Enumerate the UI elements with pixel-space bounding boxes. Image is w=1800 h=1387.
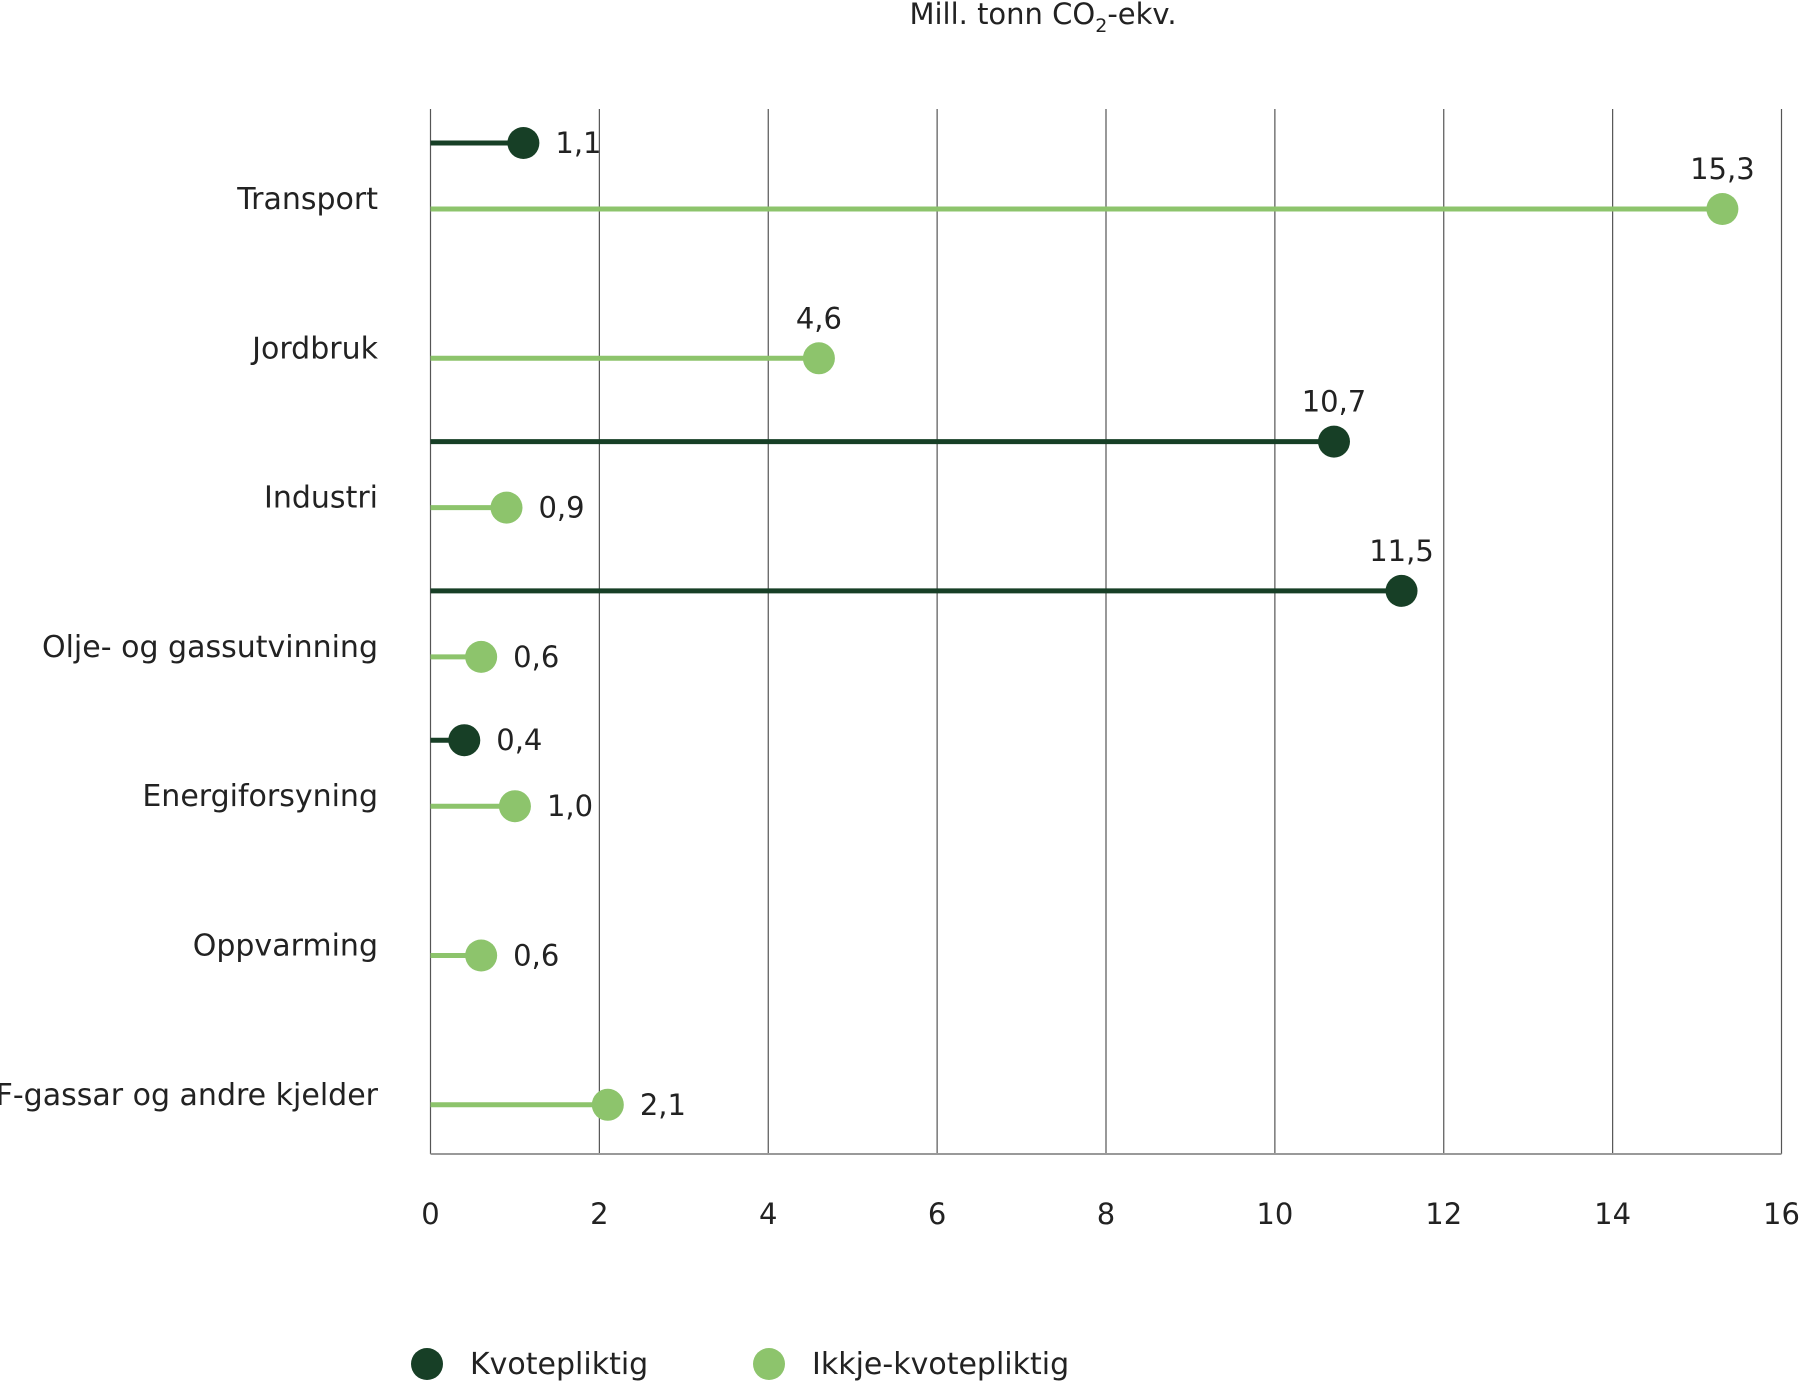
x-tick-labels: 0 2 4 6 8 10 12 14 16: [421, 1197, 1800, 1231]
data-label: 15,3: [1690, 152, 1755, 186]
x-tick-label: 14: [1594, 1197, 1631, 1231]
legend-label: Ikkje-kvotepliktig: [812, 1347, 1069, 1382]
lollipop-dot: [507, 127, 540, 159]
legend: Kvotepliktig Ikkje-kvotepliktig: [411, 1347, 1069, 1382]
legend-label: Kvotepliktig: [470, 1347, 648, 1382]
lollipop-dot: [1706, 193, 1739, 225]
title-pre: Mill. tonn CO: [909, 0, 1095, 31]
lollipop-dot: [465, 640, 498, 673]
lollipop-dot: [1385, 574, 1418, 607]
lollipop-dot: [448, 724, 481, 757]
category-label: Oppvarming: [193, 929, 378, 964]
category-label: F-gassar og andre kjelder: [0, 1078, 379, 1113]
x-tick-label: 16: [1763, 1197, 1800, 1231]
data-label: 10,7: [1302, 385, 1367, 419]
data-label: 0,6: [513, 939, 559, 973]
lollipop-dot: [498, 790, 531, 823]
lollipop-dot: [1317, 425, 1350, 458]
data-label: 11,5: [1369, 534, 1434, 568]
data-label: 4,6: [796, 301, 842, 335]
legend-swatch: [753, 1348, 785, 1380]
data-label: 0,9: [538, 491, 584, 525]
data-label: 2,1: [640, 1088, 686, 1122]
lollipop-dot: [591, 1088, 624, 1121]
category-label: Transport: [236, 182, 378, 217]
data-label: 0,4: [496, 723, 542, 757]
x-tick-label: 8: [1097, 1197, 1115, 1231]
lollipop-dot: [490, 491, 523, 524]
series-marks: 1,1 15,3 4,6 10,7 0,9 11,5 0,6 0,41,0 0,6 2,1: [430, 126, 1755, 1122]
legend-swatch: [411, 1348, 443, 1380]
lollipop-dot: [802, 342, 835, 375]
x-tick-label: 0: [421, 1197, 439, 1231]
category-label: Energiforsyning: [142, 779, 378, 814]
x-tick-label: 2: [590, 1197, 608, 1231]
x-tick-label: 4: [759, 1197, 777, 1231]
x-tick-label: 10: [1256, 1197, 1293, 1231]
chart-title: Mill. tonn CO2-ekv.: [909, 0, 1176, 37]
title-post: -ekv.: [1107, 0, 1176, 31]
lollipop-dot: [465, 939, 498, 972]
x-tick-label: 12: [1425, 1197, 1462, 1231]
data-label: 1,1: [555, 126, 601, 160]
data-label: 0,6: [513, 640, 559, 674]
x-tick-label: 6: [928, 1197, 946, 1231]
category-label: Industri: [264, 481, 378, 516]
category-label: Olje- og gassutvinning: [42, 630, 378, 665]
category-label: Jordbruk: [250, 331, 378, 366]
grid: [429, 109, 1783, 1155]
category-labels: Transport Jordbruk Industri Olje- og gassut…: [0, 182, 379, 1113]
data-label: 1,0: [547, 789, 593, 823]
title-sub: 2: [1095, 15, 1107, 37]
